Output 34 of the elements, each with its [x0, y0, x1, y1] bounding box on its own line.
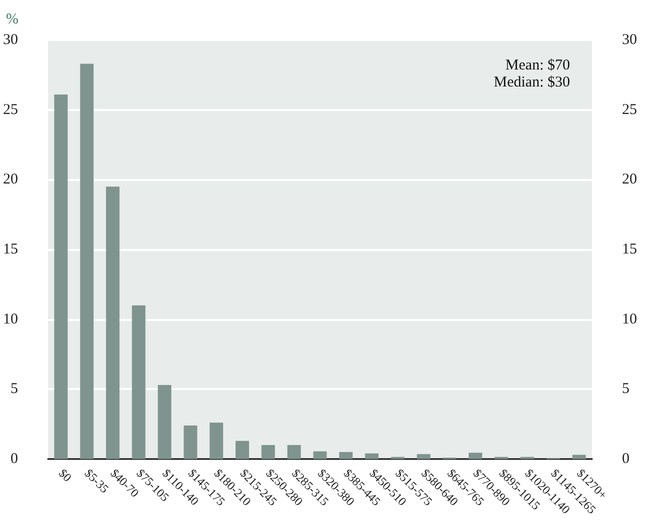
y-axis-title: % [6, 12, 18, 28]
annotation: Median: $30 [494, 74, 570, 90]
bar [287, 445, 301, 459]
bar [365, 453, 379, 459]
y2-tick-label: 15 [622, 242, 637, 258]
y-tick-label: 5 [10, 381, 18, 398]
y2-tick-label: 10 [622, 311, 637, 328]
bar [106, 186, 120, 459]
bar [261, 445, 275, 459]
bar [339, 452, 353, 459]
bar [572, 454, 586, 459]
y2-tick-label: 20 [622, 172, 637, 188]
y-tick-label: 30 [3, 32, 18, 48]
y2-tick-label: 0 [622, 451, 630, 467]
bar [313, 451, 327, 459]
bar [210, 422, 224, 459]
bar [416, 454, 430, 459]
y-tick-label: 25 [3, 102, 18, 118]
bar [54, 94, 68, 459]
bar [158, 384, 172, 459]
annotation: Mean: $70 [505, 58, 570, 74]
y-tick-label: 0 [10, 451, 18, 467]
bar [236, 440, 250, 459]
bar [80, 64, 94, 459]
y2-tick-label: 25 [622, 102, 637, 118]
bar [468, 452, 482, 459]
y-tick-label: 10 [3, 311, 18, 328]
bar [132, 305, 146, 459]
y2-tick-label: 5 [622, 381, 630, 398]
y-tick-label: 20 [3, 172, 18, 188]
x-tick-label: $0 [56, 466, 74, 484]
y2-tick-label: 30 [622, 32, 637, 48]
y-tick-label: 15 [3, 242, 18, 258]
bar [184, 425, 198, 459]
